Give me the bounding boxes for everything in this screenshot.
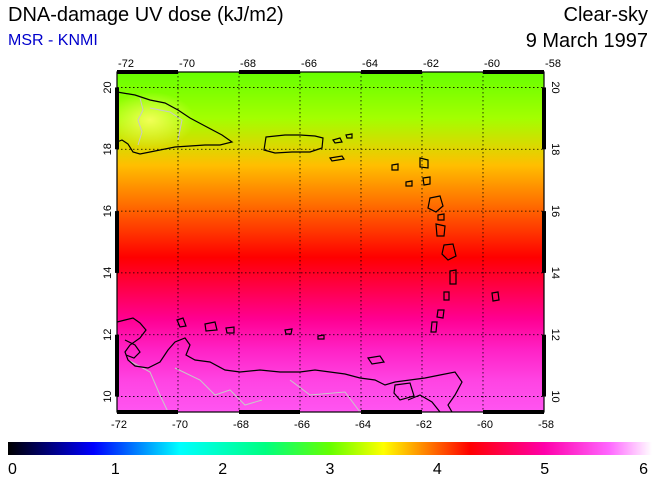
lat-tick-label: 18 <box>102 143 114 155</box>
colorbar-labels: 0 1 2 3 4 5 6 <box>8 461 648 478</box>
graticule <box>117 72 544 412</box>
lon-tick-label: -66 <box>294 419 310 431</box>
lat-tick-label: 14 <box>102 267 114 279</box>
lon-tick-label: -68 <box>240 58 256 70</box>
lat-tick-label: 10 <box>102 390 114 402</box>
colorbar-label: 6 <box>639 461 648 478</box>
lon-tick-label: -70 <box>179 58 195 70</box>
lon-tick-label: -66 <box>301 58 317 70</box>
map-title: DNA-damage UV dose (kJ/m2) <box>8 4 284 26</box>
lon-tick-label: -64 <box>362 58 378 70</box>
lon-tick-label: -72 <box>111 419 127 431</box>
lat-tick-label: 16 <box>102 205 114 217</box>
lon-tick-label: -62 <box>416 419 432 431</box>
colorbar-label: 3 <box>326 461 335 478</box>
colorbar <box>8 442 652 455</box>
lat-tick-label: 20 <box>102 81 114 93</box>
tick-labels: -72 -72 -70 -70 -68 -68 -66 -66 -64 -64 -62 -62 -60 -… <box>102 58 561 431</box>
lon-tick-label: -58 <box>538 419 554 431</box>
lon-tick-label: -60 <box>477 419 493 431</box>
dose-field <box>117 72 544 412</box>
lon-tick-label: -60 <box>484 58 500 70</box>
lat-tick-label: 12 <box>549 329 561 341</box>
lat-tick-label: 20 <box>549 81 561 93</box>
coastlines <box>117 91 500 412</box>
lat-tick-label: 10 <box>549 390 561 402</box>
lon-tick-label: -72 <box>118 58 134 70</box>
colorbar-label: 5 <box>540 461 549 478</box>
lon-tick-label: -62 <box>423 58 439 70</box>
country-borders <box>127 97 361 412</box>
lat-tick-label: 16 <box>549 205 561 217</box>
lat-tick-label: 12 <box>102 329 114 341</box>
map-date: 9 March 1997 <box>525 30 648 52</box>
map-border-scale <box>115 70 546 414</box>
colorbar-label: 2 <box>218 461 227 478</box>
sky-condition: Clear-sky <box>563 4 648 26</box>
colorbar-label: 0 <box>8 461 17 478</box>
colorbar-label: 4 <box>433 461 442 478</box>
lon-tick-label: -58 <box>545 58 561 70</box>
lon-tick-label: -64 <box>355 419 371 431</box>
lon-tick-label: -68 <box>233 419 249 431</box>
lon-tick-label: -70 <box>172 419 188 431</box>
lat-tick-label: 14 <box>549 267 561 279</box>
colorbar-label: 1 <box>111 461 120 478</box>
lat-tick-label: 18 <box>549 143 561 155</box>
map-source: MSR - KNMI <box>8 32 98 49</box>
